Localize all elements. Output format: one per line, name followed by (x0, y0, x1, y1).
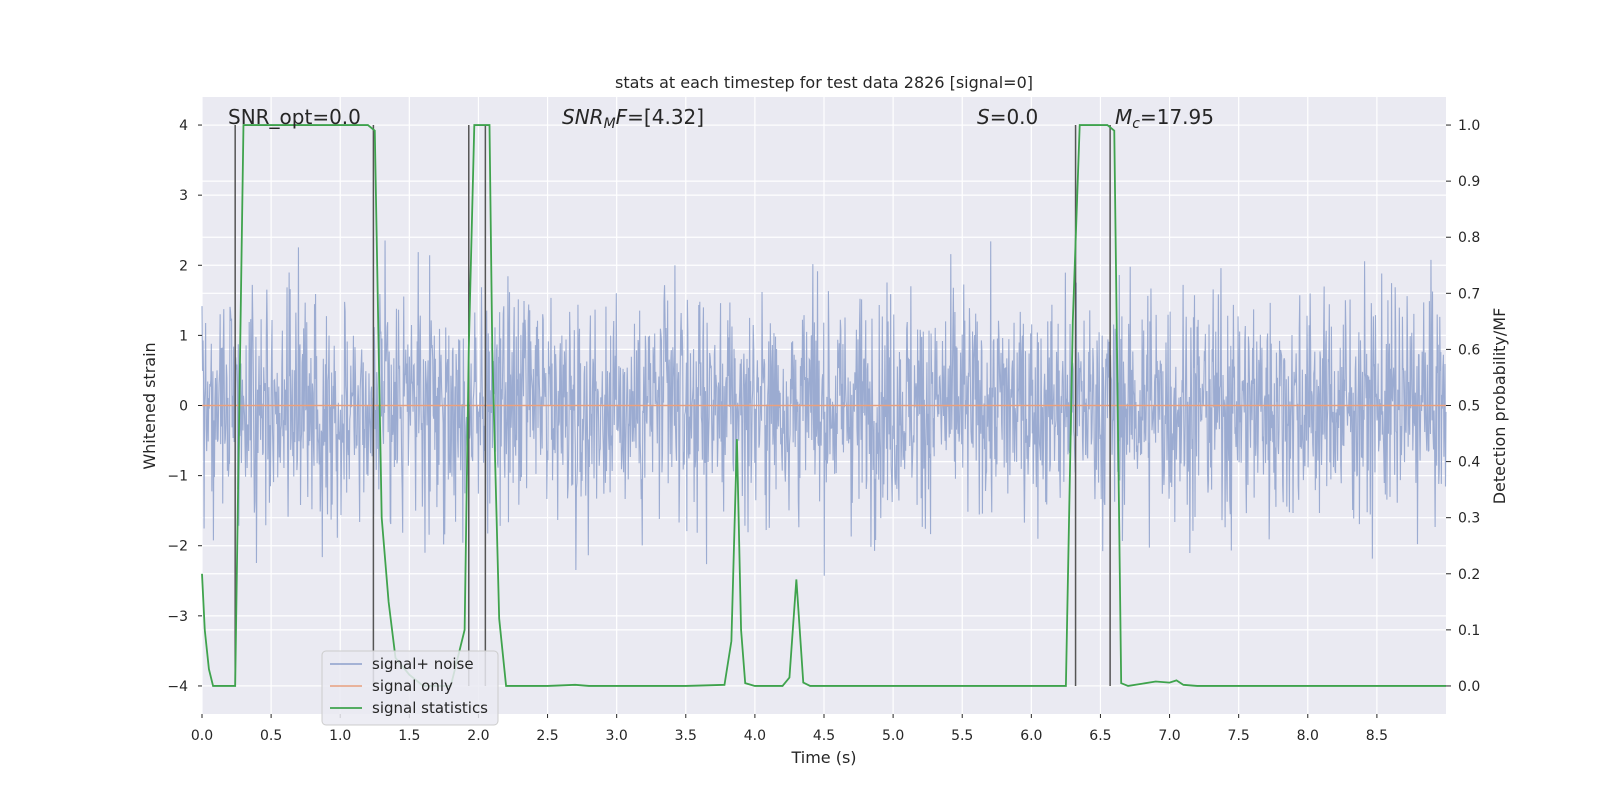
y-tick-label: 0 (179, 399, 188, 415)
y2-tick-label: 0.9 (1458, 174, 1480, 190)
chart-title: stats at each timestep for test data 282… (615, 73, 1033, 92)
series-signal-statistics (201, 124, 1446, 687)
y2-tick-label: 0.6 (1458, 342, 1480, 358)
annotation-snr-opt: SNR_opt=0.0 (228, 105, 361, 129)
x-tick-label: 3.0 (606, 728, 628, 744)
legend-label-noise: signal+ noise (372, 655, 474, 673)
x-tick-label: 2.5 (536, 728, 558, 744)
x-tick-label: 0.0 (191, 728, 213, 744)
legend: signal+ noise signal only signal statist… (321, 650, 499, 726)
x-tick-label: 0.5 (260, 728, 282, 744)
x-tick-label: 1.0 (329, 728, 351, 744)
x-tick-label: 7.5 (1228, 728, 1250, 744)
vertical-markers (234, 125, 1111, 686)
annotation-mc-value: =17.95 (1140, 105, 1214, 129)
y2-tick-label: 0.7 (1458, 286, 1480, 302)
x-axis-ticks: 0.0 0.5 1.0 1.5 2.0 2.5 3.0 3.5 4.0 4.5 5.0 5.5 6.0 6… (191, 714, 1388, 744)
y-tick-label: 3 (179, 188, 188, 204)
legend-label-stats: signal statistics (372, 699, 488, 717)
annotation-mc-symbol: M (1115, 105, 1132, 129)
y-tick-label: 2 (179, 258, 188, 274)
annotation-mc-subscript: c (1132, 116, 1140, 132)
signal-statistics-line (201, 124, 1446, 687)
x-axis-label: Time (s) (790, 748, 856, 767)
y-tick-label: −4 (167, 679, 188, 695)
y2-tick-label: 0.5 (1458, 399, 1480, 415)
x-tick-label: 5.5 (951, 728, 973, 744)
x-tick-label: 4.5 (813, 728, 835, 744)
legend-box (321, 650, 499, 726)
x-tick-label: 2.0 (467, 728, 489, 744)
y2-tick-label: 1.0 (1458, 118, 1480, 134)
x-tick-label: 8.5 (1366, 728, 1388, 744)
x-tick-label: 1.5 (398, 728, 420, 744)
y-tick-label: −3 (167, 609, 188, 625)
y2-tick-label: 0.2 (1458, 567, 1480, 583)
y2-tick-label: 0.0 (1458, 679, 1480, 695)
annotation-mc: Mc=17.95 (1115, 105, 1214, 132)
y2-axis-label: Detection probability/MF (1490, 308, 1509, 505)
x-tick-label: 8.0 (1297, 728, 1319, 744)
x-tick-label: 5.0 (882, 728, 904, 744)
annotation-snr-mf-symbol2: F (616, 105, 628, 129)
x-tick-label: 7.0 (1158, 728, 1180, 744)
annotation-snr-mf-subscript: M (604, 116, 616, 132)
annotation-snr-mf: SNRMF=[4.32] (562, 105, 704, 132)
y-tick-label: 1 (179, 328, 188, 344)
y-axis-label: Whitened strain (140, 342, 159, 469)
y-axis-ticks: 4 3 2 1 0 −1 −2 −3 −4 (167, 118, 202, 695)
y2-tick-label: 0.1 (1458, 623, 1480, 639)
x-tick-label: 6.0 (1020, 728, 1042, 744)
legend-label-signal: signal only (372, 677, 453, 695)
y2-tick-label: 0.8 (1458, 230, 1480, 246)
series-signal-plus-noise (201, 240, 1447, 576)
y-tick-label: −2 (167, 539, 188, 555)
annotation-s: S=0.0 (977, 105, 1038, 129)
annotation-s-symbol: S (977, 105, 990, 129)
y-tick-label: −1 (167, 469, 188, 485)
y-tick-label: 4 (179, 118, 188, 134)
y2-axis-ticks: 1.0 0.9 0.8 0.7 0.6 0.5 0.4 0.3 0.2 0.1 0.0 (1446, 118, 1480, 695)
annotation-snr-mf-symbol: SNR (562, 105, 604, 129)
annotation-snr-mf-value: =[4.32] (627, 105, 704, 129)
annotation-s-value: =0.0 (990, 105, 1039, 129)
y2-tick-label: 0.3 (1458, 511, 1480, 527)
x-tick-label: 6.5 (1089, 728, 1111, 744)
y2-tick-label: 0.4 (1458, 455, 1480, 471)
noise-line (201, 240, 1447, 576)
x-tick-label: 4.0 (744, 728, 766, 744)
x-tick-label: 3.5 (675, 728, 697, 744)
